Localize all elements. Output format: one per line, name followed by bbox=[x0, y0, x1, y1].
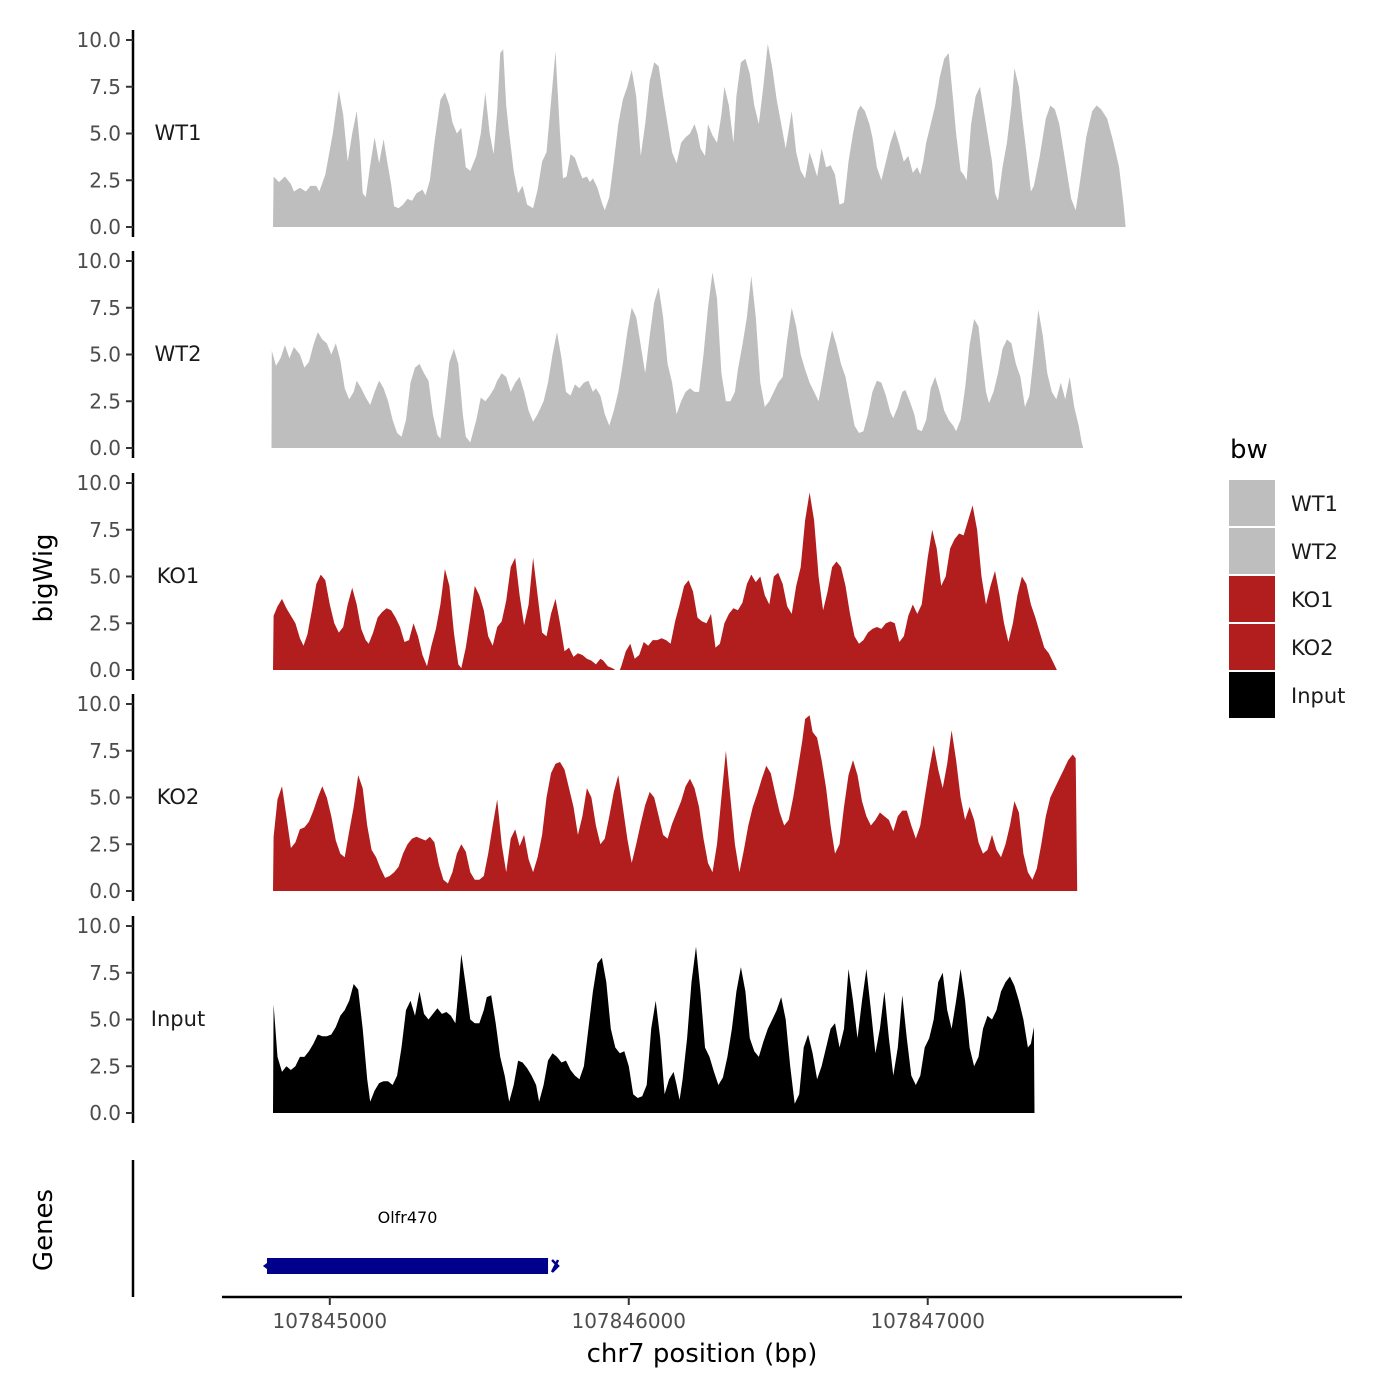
legend-key-ko1 bbox=[1229, 576, 1275, 622]
track-label-ko1: KO1 bbox=[157, 564, 200, 588]
y-tick-label: 10.0 bbox=[76, 914, 121, 938]
legend-key-wt2 bbox=[1229, 528, 1275, 574]
legend-label-ko2: KO2 bbox=[1291, 636, 1334, 660]
y-tick-label: 5.0 bbox=[89, 786, 121, 810]
y-tick-label: 0.0 bbox=[89, 215, 121, 239]
gene-label: Olfr470 bbox=[378, 1208, 438, 1227]
x-tick-label: 107846000 bbox=[571, 1309, 686, 1333]
x-tick-label: 107845000 bbox=[273, 1309, 388, 1333]
y-tick-label: 7.5 bbox=[89, 296, 121, 320]
panel-wt1: 0.0 2.5 5.0 7.5 10.0 WT1 bbox=[76, 28, 1126, 239]
legend-label-wt2: WT2 bbox=[1291, 540, 1338, 564]
coverage-area-wt2 bbox=[271, 272, 1084, 448]
legend-title: bw bbox=[1230, 435, 1268, 465]
track-label-wt1: WT1 bbox=[155, 121, 202, 145]
coverage-area-input bbox=[273, 946, 1035, 1113]
x-axis: 107845000 107846000 107847000 bbox=[222, 1295, 1182, 1333]
y-tick-label: 2.5 bbox=[89, 611, 121, 635]
y-tick-label: 2.5 bbox=[89, 1054, 121, 1078]
panel-wt2: 0.0 2.5 5.0 7.5 10.0 WT2 bbox=[76, 249, 1084, 460]
x-tick-label: 107847000 bbox=[870, 1309, 985, 1333]
legend-label-ko1: KO1 bbox=[1291, 588, 1334, 612]
y-tick-label: 0.0 bbox=[89, 1101, 121, 1125]
y-tick-label: 5.0 bbox=[89, 343, 121, 367]
y-tick-label: 7.5 bbox=[89, 739, 121, 763]
legend-label-input: Input bbox=[1291, 684, 1345, 708]
panel-ko1: 0.0 2.5 5.0 7.5 10.0 KO1 bbox=[76, 471, 1137, 682]
y-tick-label: 0.0 bbox=[89, 658, 121, 682]
coverage-panels: 0.02.55.07.510.0WT10.02.55.07.510.0WT20.… bbox=[76, 28, 1137, 1125]
coverage-area-ko2 bbox=[273, 715, 1078, 891]
y-tick-label: 10.0 bbox=[76, 692, 121, 716]
legend-label-wt1: WT1 bbox=[1291, 492, 1338, 516]
coverage-area-wt1 bbox=[273, 43, 1126, 228]
y-tick-label: 2.5 bbox=[89, 389, 121, 413]
panel-ko2: 0.0 2.5 5.0 7.5 10.0 KO2 bbox=[76, 692, 1078, 903]
y-tick-label: 10.0 bbox=[76, 28, 121, 52]
y-tick-label: 0.0 bbox=[89, 436, 121, 460]
track-label-ko2: KO2 bbox=[157, 785, 200, 809]
strand-arrow bbox=[550, 1259, 560, 1273]
legend-key-input bbox=[1229, 672, 1275, 718]
y-tick-label: 10.0 bbox=[76, 471, 121, 495]
legend: bw WT1 WT2 KO1 KO2 Input bbox=[1229, 435, 1345, 718]
genes-track-title: Genes bbox=[29, 1189, 59, 1271]
panel-input: 0.0 2.5 5.0 7.5 10.0 Input bbox=[76, 914, 1035, 1125]
coverage-area-ko1 bbox=[273, 492, 1137, 670]
y-tick-label: 2.5 bbox=[89, 832, 121, 856]
y-tick-label: 7.5 bbox=[89, 961, 121, 985]
track-label-input: Input bbox=[151, 1007, 205, 1031]
strand-arrow bbox=[262, 1259, 274, 1273]
y-tick-label: 5.0 bbox=[89, 565, 121, 589]
gene-body bbox=[267, 1258, 549, 1274]
gene-track: Olfr470 bbox=[131, 1160, 560, 1297]
y-tick-label: 0.0 bbox=[89, 879, 121, 903]
y-tick-label: 7.5 bbox=[89, 75, 121, 99]
legend-key-wt1 bbox=[1229, 480, 1275, 526]
y-axis-title: bigWig bbox=[29, 533, 59, 622]
track-label-wt2: WT2 bbox=[155, 342, 202, 366]
y-tick-label: 10.0 bbox=[76, 249, 121, 273]
y-tick-label: 7.5 bbox=[89, 518, 121, 542]
y-tick-label: 5.0 bbox=[89, 122, 121, 146]
legend-key-ko2 bbox=[1229, 624, 1275, 670]
x-axis-title: chr7 position (bp) bbox=[587, 1339, 818, 1369]
y-tick-label: 2.5 bbox=[89, 168, 121, 192]
y-tick-label: 5.0 bbox=[89, 1008, 121, 1032]
